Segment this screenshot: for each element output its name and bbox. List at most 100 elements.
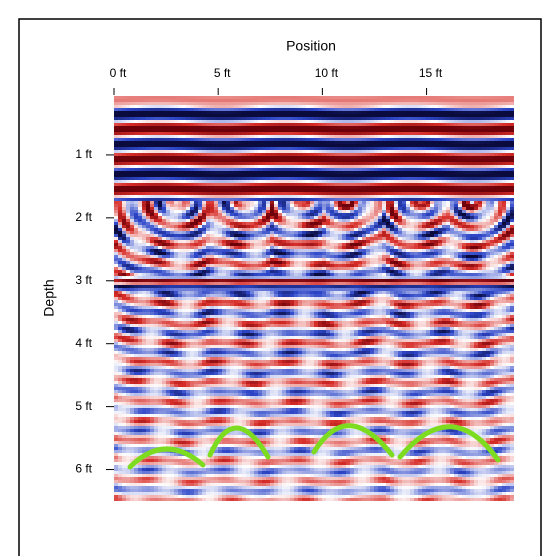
pixel bbox=[186, 141, 190, 144]
pixel bbox=[366, 150, 370, 153]
pixel bbox=[438, 180, 442, 183]
pixel bbox=[306, 186, 310, 189]
pixel bbox=[254, 243, 258, 246]
pixel bbox=[450, 123, 454, 126]
pixel bbox=[274, 213, 278, 216]
pixel bbox=[506, 153, 510, 156]
pixel bbox=[502, 123, 506, 126]
pixel bbox=[294, 237, 298, 240]
pixel bbox=[322, 171, 326, 174]
pixel bbox=[210, 96, 214, 99]
pixel bbox=[302, 156, 306, 159]
radargram bbox=[114, 96, 514, 501]
pixel bbox=[462, 186, 466, 189]
pixel bbox=[394, 126, 398, 129]
pixel bbox=[502, 186, 506, 189]
pixel bbox=[446, 198, 450, 201]
pixel bbox=[486, 234, 490, 237]
pixel bbox=[206, 192, 210, 195]
pixel bbox=[222, 177, 226, 180]
pixel bbox=[250, 141, 254, 144]
pixel bbox=[506, 147, 510, 150]
pixel bbox=[322, 177, 326, 180]
pixel bbox=[238, 99, 242, 102]
pixel bbox=[426, 228, 430, 231]
pixel bbox=[314, 117, 318, 120]
pixel bbox=[502, 111, 506, 114]
pixel bbox=[478, 117, 482, 120]
pixel bbox=[158, 219, 162, 222]
pixel bbox=[166, 135, 170, 138]
pixel bbox=[150, 153, 154, 156]
pixel bbox=[262, 111, 266, 114]
pixel bbox=[474, 210, 478, 213]
pixel bbox=[378, 138, 382, 141]
pixel bbox=[230, 231, 234, 234]
pixel bbox=[322, 222, 326, 225]
pixel bbox=[234, 168, 238, 171]
pixel bbox=[234, 189, 238, 192]
pixel bbox=[326, 228, 330, 231]
pixel bbox=[466, 231, 470, 234]
pixel bbox=[126, 234, 130, 237]
pixel bbox=[510, 192, 514, 195]
pixel bbox=[350, 153, 354, 156]
pixel bbox=[478, 174, 482, 177]
pixel bbox=[154, 135, 158, 138]
pixel bbox=[494, 132, 498, 135]
pixel bbox=[506, 225, 510, 228]
pixel bbox=[442, 189, 446, 192]
pixel bbox=[130, 237, 134, 240]
pixel bbox=[154, 168, 158, 171]
pixel bbox=[274, 147, 278, 150]
pixel bbox=[490, 132, 494, 135]
pixel bbox=[278, 126, 282, 129]
pixel bbox=[410, 225, 414, 228]
pixel bbox=[498, 180, 502, 183]
pixel bbox=[126, 147, 130, 150]
pixel bbox=[154, 237, 158, 240]
pixel bbox=[258, 210, 262, 213]
pixel bbox=[290, 183, 294, 186]
pixel bbox=[446, 186, 450, 189]
pixel bbox=[330, 171, 334, 174]
pixel bbox=[250, 99, 254, 102]
pixel bbox=[230, 123, 234, 126]
pixel bbox=[182, 162, 186, 165]
pixel bbox=[474, 150, 478, 153]
pixel bbox=[446, 174, 450, 177]
pixel bbox=[162, 126, 166, 129]
pixel bbox=[478, 183, 482, 186]
pixel bbox=[202, 99, 206, 102]
pixel bbox=[330, 213, 334, 216]
pixel bbox=[274, 177, 278, 180]
pixel bbox=[222, 237, 226, 240]
pixel bbox=[346, 120, 350, 123]
pixel bbox=[234, 117, 238, 120]
pixel bbox=[178, 105, 182, 108]
pixel bbox=[478, 195, 482, 198]
pixel bbox=[330, 138, 334, 141]
pixel bbox=[414, 111, 418, 114]
pixel bbox=[486, 222, 490, 225]
pixel bbox=[198, 165, 202, 168]
pixel bbox=[302, 150, 306, 153]
pixel bbox=[278, 114, 282, 117]
pixel bbox=[146, 177, 150, 180]
pixel bbox=[358, 198, 362, 201]
pixel bbox=[326, 111, 330, 114]
pixel bbox=[302, 135, 306, 138]
pixel bbox=[146, 141, 150, 144]
pixel bbox=[510, 114, 514, 117]
pixel bbox=[326, 156, 330, 159]
pixel bbox=[258, 213, 262, 216]
pixel bbox=[242, 192, 246, 195]
pixel bbox=[354, 156, 358, 159]
pixel bbox=[338, 96, 342, 99]
pixel bbox=[498, 135, 502, 138]
pixel bbox=[266, 129, 270, 132]
pixel bbox=[374, 225, 378, 228]
pixel bbox=[230, 189, 234, 192]
pixel bbox=[326, 135, 330, 138]
pixel bbox=[142, 180, 146, 183]
